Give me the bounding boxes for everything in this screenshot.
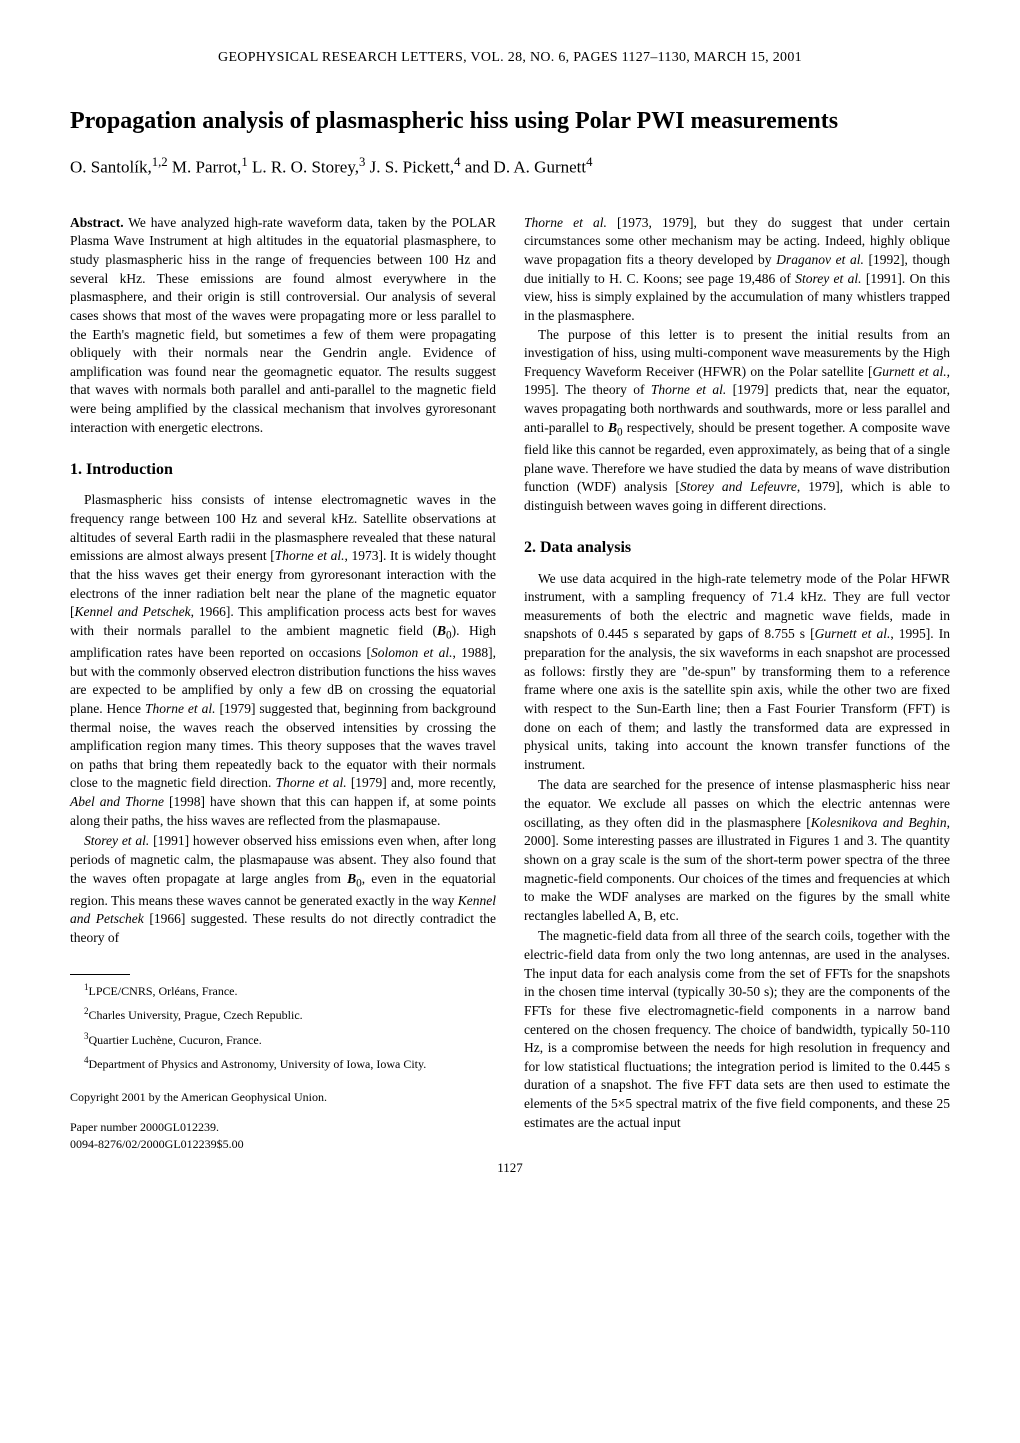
affiliation-1: 1LPCE/CNRS, Orléans, France. [70, 981, 496, 1000]
intro-para-2: Storey et al. [1991] however observed hi… [70, 832, 496, 947]
page-number: 1127 [70, 1160, 950, 1176]
cont-para-2: The purpose of this letter is to present… [524, 326, 950, 516]
affil-separator [70, 974, 130, 975]
paper-code: 0094-8276/02/2000GL012239$5.00 [70, 1136, 496, 1153]
intro-para-1: Plasmaspheric hiss consists of intense e… [70, 491, 496, 830]
abstract: Abstract. We have analyzed high-rate wav… [70, 214, 496, 438]
data-para-2: The data are searched for the presence o… [524, 776, 950, 925]
abstract-label: Abstract. [70, 215, 124, 230]
affiliation-4: 4Department of Physics and Astronomy, Un… [70, 1054, 496, 1073]
section-2-heading: 2. Data analysis [524, 537, 950, 559]
cont-para-1: Thorne et al. [1973, 1979], but they do … [524, 214, 950, 326]
affiliation-3: 3Quartier Luchène, Cucuron, France. [70, 1030, 496, 1049]
affiliation-2: 2Charles University, Prague, Czech Repub… [70, 1005, 496, 1024]
section-1-heading: 1. Introduction [70, 459, 496, 481]
authors-line: O. Santolík,1,2 M. Parrot,1 L. R. O. Sto… [70, 155, 950, 178]
two-column-body: Abstract. We have analyzed high-rate wav… [70, 214, 950, 1153]
right-column: Thorne et al. [1973, 1979], but they do … [524, 214, 950, 1153]
abstract-text: We have analyzed high-rate waveform data… [70, 215, 496, 435]
paper-number: Paper number 2000GL012239. [70, 1119, 496, 1136]
paper-page: GEOPHYSICAL RESEARCH LETTERS, VOL. 28, N… [0, 0, 1020, 1226]
copyright-line: Copyright 2001 by the American Geophysic… [70, 1089, 496, 1106]
data-para-1: We use data acquired in the high-rate te… [524, 570, 950, 775]
running-head: GEOPHYSICAL RESEARCH LETTERS, VOL. 28, N… [70, 50, 950, 66]
left-column: Abstract. We have analyzed high-rate wav… [70, 214, 496, 1153]
data-para-3: The magnetic-field data from all three o… [524, 927, 950, 1132]
paper-title: Propagation analysis of plasmaspheric hi… [70, 106, 950, 137]
